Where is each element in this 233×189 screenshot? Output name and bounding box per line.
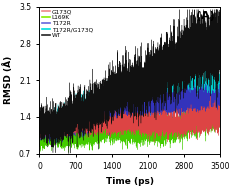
X-axis label: Time (ps): Time (ps): [106, 177, 154, 186]
Legend: G173Q, L169K, T172R, T172R/G173Q, WT: G173Q, L169K, T172R, T172R/G173Q, WT: [41, 9, 93, 39]
Text: (A): (A): [196, 11, 215, 21]
Y-axis label: RMSD (Å): RMSD (Å): [3, 56, 14, 105]
